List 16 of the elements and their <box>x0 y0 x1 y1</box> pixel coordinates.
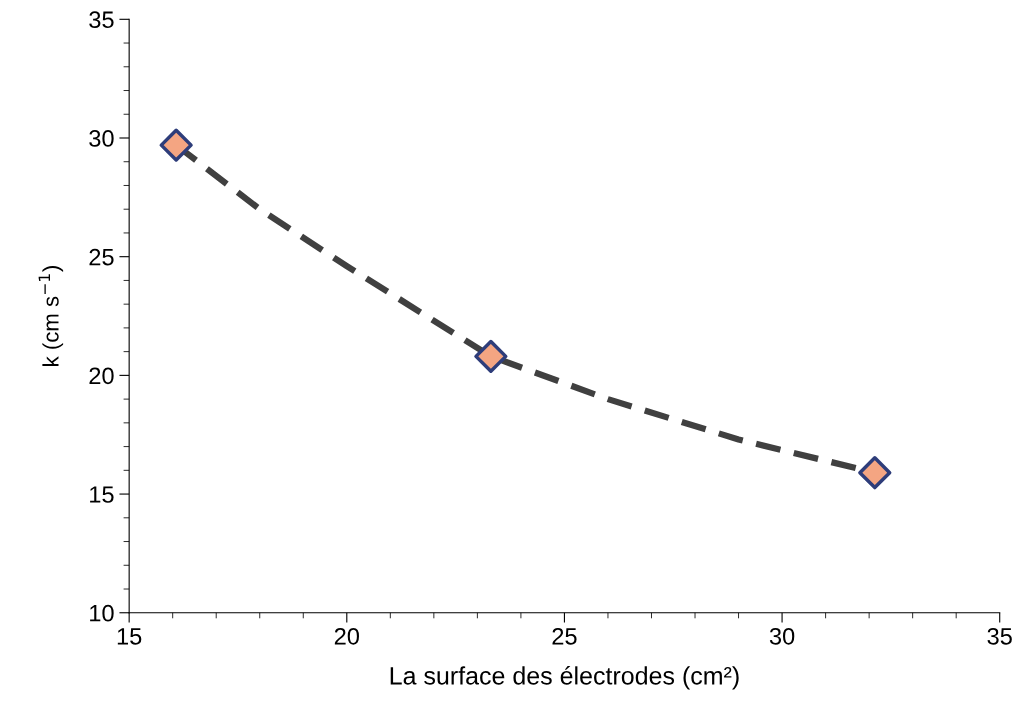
x-tick-label: 35 <box>987 627 1012 645</box>
x-axis-title: La surface des électrodes (cm²) <box>390 666 739 690</box>
x-tick-label: 25 <box>552 627 577 645</box>
y-tick-label: 25 <box>89 248 114 266</box>
y-axis-title: k (cm s$^{−1}$) <box>38 266 64 366</box>
y-tick-label: 20 <box>89 367 114 385</box>
x-tick-label: 20 <box>334 627 360 645</box>
point <box>474 339 508 374</box>
y-tick-label: 15 <box>90 486 114 503</box>
y-tick-label: 35 <box>89 11 114 29</box>
x-tick-label: 15 <box>117 628 142 645</box>
x-tick-label: 30 <box>769 627 795 645</box>
point <box>858 456 892 490</box>
point <box>159 128 193 162</box>
y-tick-label: 30 <box>89 130 114 147</box>
y-tick-label: 10 <box>90 604 114 622</box>
